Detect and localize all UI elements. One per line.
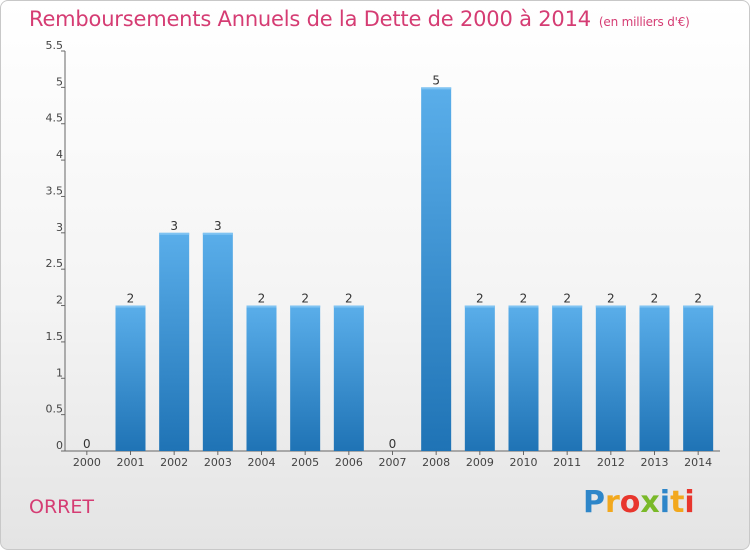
bar [246,305,277,451]
y-tick-label: 4 [56,148,63,161]
x-tick-label: 2008 [422,456,450,469]
bar-highlight [464,305,495,308]
bar-value-label: 2 [345,292,353,306]
logo-letter: P [583,485,605,520]
bar-highlight [421,87,452,90]
bar-value-label: 2 [258,292,266,306]
bar-value-label: 2 [694,292,702,306]
bar [333,305,364,451]
x-tick-label: 2009 [466,456,494,469]
bar [464,305,495,451]
y-tick-label: 0.5 [46,403,64,416]
bar-highlight [246,305,277,308]
bar-value-label: 0 [389,437,397,451]
bar-value-label: 0 [83,437,91,451]
y-tick-label: 2.5 [46,257,64,270]
y-tick-label: 1 [56,366,63,379]
logo-letter: t [670,485,685,520]
bar-value-label: 2 [476,292,484,306]
bar [421,87,452,451]
x-tick-label: 2006 [335,456,363,469]
logo-letter: x [640,485,660,520]
bar-value-label: 2 [563,292,571,306]
bar-highlight [333,305,364,308]
chart-unit: (en milliers d'€) [598,15,690,29]
x-tick-label: 2000 [73,456,101,469]
bar-value-label: 2 [520,292,528,306]
logo-letter: i [684,485,695,520]
bar [202,232,233,451]
bar-value-label: 5 [432,73,440,87]
bar-value-label: 2 [651,292,659,306]
x-tick-label: 2001 [117,456,145,469]
x-tick-label: 2012 [597,456,625,469]
y-tick-label: 4.5 [46,112,64,125]
x-tick-label: 2011 [553,456,581,469]
bar [552,305,583,451]
x-tick-label: 2003 [204,456,232,469]
chart-title: Remboursements Annuels de la Dette de 20… [29,7,690,31]
chart-title-text: Remboursements Annuels de la Dette de 20… [29,7,591,31]
bar-highlight [683,305,714,308]
x-tick-label: 2014 [684,456,712,469]
x-tick-label: 2010 [510,456,538,469]
y-tick-label: 3 [56,221,63,234]
bar [683,305,714,451]
bar-highlight [508,305,539,308]
proxiti-logo: Proxiti [583,485,695,520]
y-tick-label: 1.5 [46,330,64,343]
bar [159,232,190,451]
bar [595,305,626,451]
y-tick-label: 3.5 [46,184,64,197]
bar-value-label: 2 [127,292,135,306]
x-tick-label: 2005 [291,456,319,469]
bar-value-label: 3 [170,219,178,233]
y-tick-label: 0 [56,439,63,452]
commune-name: ORRET [29,496,94,518]
bar-highlight [290,305,321,308]
logo-letter: o [619,485,641,520]
y-tick-label: 2 [56,294,63,307]
bar-highlight [595,305,626,308]
bar [508,305,539,451]
bar [290,305,321,451]
y-tick-label: 5 [56,75,63,88]
bar-value-label: 2 [607,292,615,306]
x-tick-label: 2007 [379,456,407,469]
y-tick-label: 5.5 [46,39,64,52]
bar-highlight [115,305,146,308]
bar-highlight [202,232,233,235]
bar-highlight [552,305,583,308]
x-tick-label: 2002 [160,456,188,469]
logo-letter: i [659,485,671,520]
bar-highlight [159,232,190,235]
x-tick-label: 2013 [641,456,669,469]
logo-letter: r [605,485,620,520]
bar-highlight [639,305,670,308]
bar-value-label: 3 [214,219,222,233]
bar [115,305,146,451]
bar-value-label: 2 [301,292,309,306]
bar [639,305,670,451]
x-tick-label: 2004 [248,456,276,469]
